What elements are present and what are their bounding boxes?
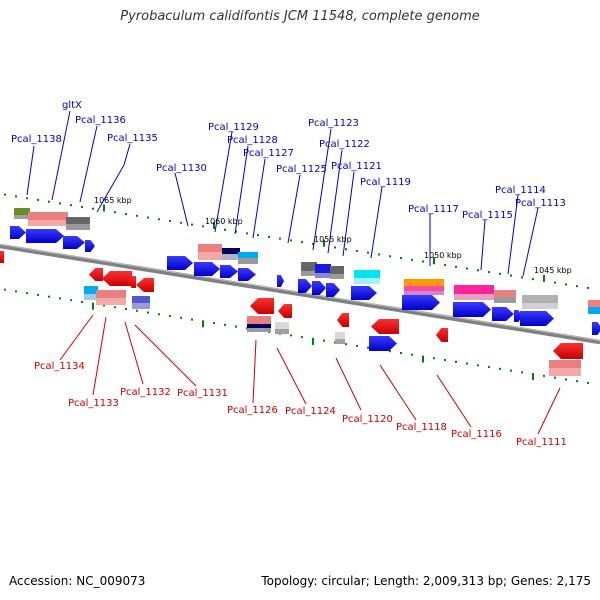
forward-gene-arrow[interactable] [298, 279, 312, 293]
gene-label-pcal-1129: Pcal_1129 [208, 122, 259, 133]
reverse-gene-arrow[interactable] [436, 328, 448, 342]
gene-label-pcal-1138: Pcal_1138 [11, 134, 62, 145]
reverse-gene-arrow[interactable] [89, 268, 103, 281]
gene-label-pcal-1114: Pcal_1114 [495, 185, 546, 196]
reverse-gene-arrow[interactable] [250, 298, 274, 314]
feature-boxes-lower[interactable] [84, 286, 581, 376]
reverse-gene-arrow[interactable] [371, 319, 399, 334]
forward-gene-arrow[interactable] [369, 336, 397, 351]
gene-label-pcal-1125: Pcal_1125 [276, 164, 327, 175]
gene-label-pcal-1131: Pcal_1131 [177, 388, 228, 399]
forward-gene-arrow[interactable] [194, 262, 220, 276]
leader-lines-reverse [59, 314, 561, 435]
reverse-gene-arrow[interactable] [553, 343, 583, 359]
gene-label-pcal-1123: Pcal_1123 [308, 118, 359, 129]
reverse-gene-arrow[interactable] [0, 251, 4, 263]
forward-gene-arrow[interactable] [85, 240, 95, 252]
gene-label-pcal-1124: Pcal_1124 [285, 406, 336, 417]
accession-text: Accession: NC_009073 [9, 574, 146, 588]
gene-label-pcal-1117: Pcal_1117 [408, 204, 459, 215]
map-title: Pyrobaculum calidifontis JCM 11548, comp… [120, 9, 480, 24]
kbp-label-1055: 1055 kbp [314, 235, 352, 244]
forward-gene-arrow[interactable] [453, 302, 491, 317]
gene-label-pcal-1128: Pcal_1128 [227, 135, 278, 146]
forward-gene-arrow[interactable] [592, 322, 600, 335]
reverse-gene-arrow[interactable] [128, 276, 136, 288]
feature-boxes-upper[interactable] [14, 208, 600, 314]
kbp-label-1050: 1050 kbp [424, 251, 462, 260]
forward-gene-arrow[interactable] [402, 295, 440, 310]
gene-label-pcal-1113: Pcal_1113 [515, 198, 566, 209]
forward-gene-labels: Pcal_1138 gltX Pcal_1136 Pcal_1135 Pcal_… [11, 100, 566, 221]
topology-text: Topology: circular; Length: 2,009,313 bp… [261, 574, 591, 588]
forward-genes[interactable] [10, 226, 600, 351]
reverse-gene-arrow[interactable] [337, 313, 349, 327]
gene-label-pcal-1118: Pcal_1118 [396, 422, 447, 433]
gene-label-pcal-1119: Pcal_1119 [360, 177, 411, 188]
gene-label-pcal-1126: Pcal_1126 [227, 405, 278, 416]
kbp-label-1060: 1060 kbp [205, 217, 243, 226]
gene-label-pcal-1136: Pcal_1136 [75, 115, 126, 126]
forward-gene-arrow[interactable] [312, 281, 326, 295]
gene-label-pcal-1121: Pcal_1121 [331, 161, 382, 172]
gene-label-pcal-1133: Pcal_1133 [68, 398, 119, 409]
forward-gene-arrow[interactable] [167, 256, 193, 270]
forward-gene-arrow[interactable] [10, 226, 26, 239]
gene-label-pcal-1115: Pcal_1115 [462, 210, 513, 221]
gene-label-pcal-1132: Pcal_1132 [120, 387, 171, 398]
kbp-label-1045: 1045 kbp [534, 266, 572, 275]
gene-label-pcal-1135: Pcal_1135 [107, 133, 158, 144]
forward-gene-arrow[interactable] [26, 229, 64, 243]
gene-label-gltx: gltX [62, 100, 82, 111]
gene-label-pcal-1127: Pcal_1127 [243, 148, 294, 159]
forward-gene-arrow[interactable] [326, 283, 340, 297]
gene-label-pcal-1111: Pcal_1111 [516, 437, 567, 448]
forward-gene-arrow[interactable] [238, 268, 256, 281]
reverse-gene-arrow[interactable] [278, 304, 292, 318]
forward-gene-arrow[interactable] [63, 236, 85, 249]
gene-label-pcal-1122: Pcal_1122 [319, 139, 370, 150]
gene-label-pcal-1130: Pcal_1130 [156, 163, 207, 174]
forward-gene-arrow[interactable] [492, 307, 514, 321]
leader-lines-forward [26, 110, 539, 277]
forward-gene-arrow[interactable] [277, 275, 284, 287]
reverse-gene-labels: Pcal_1134 Pcal_1133 Pcal_1132 Pcal_1131 … [34, 361, 567, 448]
gene-label-pcal-1134: Pcal_1134 [34, 361, 85, 372]
forward-gene-arrow[interactable] [220, 265, 238, 278]
reverse-gene-arrow[interactable] [102, 271, 132, 286]
gene-label-pcal-1116: Pcal_1116 [451, 429, 502, 440]
gene-label-pcal-1120: Pcal_1120 [342, 414, 393, 425]
scale-ticks [4, 193, 589, 384]
kbp-label-1065: 1065 kbp [94, 196, 132, 205]
forward-gene-arrow[interactable] [520, 311, 554, 326]
reverse-gene-arrow[interactable] [136, 278, 154, 292]
forward-gene-arrow[interactable] [351, 286, 377, 300]
reverse-genes[interactable] [0, 251, 583, 359]
